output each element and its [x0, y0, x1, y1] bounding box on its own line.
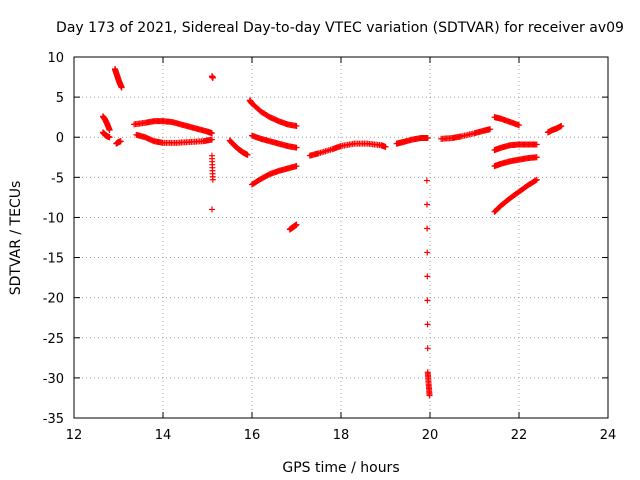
data-point: [208, 206, 215, 213]
data-point: [423, 177, 430, 184]
data-point: [382, 143, 389, 150]
y-tick-label: -10: [43, 211, 64, 226]
series-arc-16: [423, 177, 433, 399]
series-arc-14: [306, 140, 389, 159]
data-point: [293, 221, 300, 228]
data-point: [424, 273, 431, 280]
data-point: [117, 138, 124, 145]
series-arc-12: [249, 163, 300, 188]
data-point: [424, 249, 431, 256]
series-arc-8: [208, 206, 215, 213]
data-point: [106, 134, 113, 141]
series-arc-6: [208, 73, 216, 81]
series-arc-13: [286, 221, 300, 233]
data-point: [209, 176, 216, 183]
data-point: [487, 126, 494, 133]
series-arc-22: [544, 122, 565, 136]
y-axis-title: SDTVAR / TECUs: [8, 181, 24, 296]
series-arc-1a: [99, 113, 113, 134]
data-point: [532, 177, 539, 184]
series-arc-17: [438, 126, 494, 142]
series-arc-4: [131, 118, 215, 137]
y-tick-label: -30: [43, 372, 64, 387]
data-point: [426, 392, 433, 399]
y-tick-label: -25: [43, 332, 64, 347]
y-axis: 10 5 0 -5 -10 -15 -20 -25 -30 -35: [43, 51, 608, 427]
data-point: [293, 122, 300, 129]
data-point: [533, 141, 540, 148]
series-arc-21: [491, 176, 540, 215]
x-tick-label: 18: [333, 428, 350, 443]
x-tick-label: 22: [511, 428, 528, 443]
data-point: [533, 176, 540, 183]
data-point: [118, 84, 125, 91]
data-point: [208, 136, 215, 143]
series-arc-5: [133, 131, 215, 146]
data-point: [516, 122, 522, 129]
series-arc-1b: [99, 129, 113, 141]
data-point: [424, 225, 431, 232]
data-point: [423, 201, 430, 208]
y-tick-label: 5: [56, 91, 64, 106]
y-tick-label: 10: [47, 51, 64, 66]
x-axis: 12 14 16 18 20 22 24: [66, 57, 617, 443]
x-tick-label: 12: [66, 428, 83, 443]
x-axis-title: GPS time / hours: [282, 460, 399, 476]
series-arc-11: [249, 132, 300, 151]
data-point: [293, 163, 300, 170]
data-point: [208, 130, 215, 137]
y-tick-label: -15: [43, 252, 64, 267]
grid: [74, 57, 608, 418]
data-point: [293, 144, 300, 151]
series-arc-7: [208, 152, 216, 183]
data-point: [558, 122, 565, 129]
data-point: [533, 154, 540, 161]
data-point: [244, 151, 251, 158]
data-point: [424, 345, 431, 352]
series-arc-20: [491, 154, 540, 170]
y-tick-label: -20: [43, 292, 64, 307]
points: [99, 66, 565, 399]
data-point: [209, 74, 216, 81]
chart-title: Day 173 of 2021, Sidereal Day-to-day VTE…: [56, 20, 624, 36]
data-point: [424, 135, 431, 142]
series-arc-10: [246, 97, 300, 129]
y-tick-label: -35: [43, 412, 64, 427]
x-tick-label: 24: [600, 428, 617, 443]
series-arc-9: [226, 137, 251, 158]
series-arc-18: [491, 114, 522, 129]
series-arc-15: [393, 135, 431, 147]
series-arc-3: [113, 138, 124, 147]
data-point: [424, 321, 431, 328]
x-tick-label: 16: [244, 428, 261, 443]
y-tick-label: -5: [51, 171, 64, 186]
series-arc-2: [111, 66, 125, 91]
series-arc-19: [491, 141, 540, 154]
data-point: [424, 297, 431, 304]
x-tick-label: 20: [422, 428, 439, 443]
y-tick-label: 0: [56, 131, 64, 146]
data-point: [106, 127, 113, 134]
x-tick-label: 14: [155, 428, 172, 443]
